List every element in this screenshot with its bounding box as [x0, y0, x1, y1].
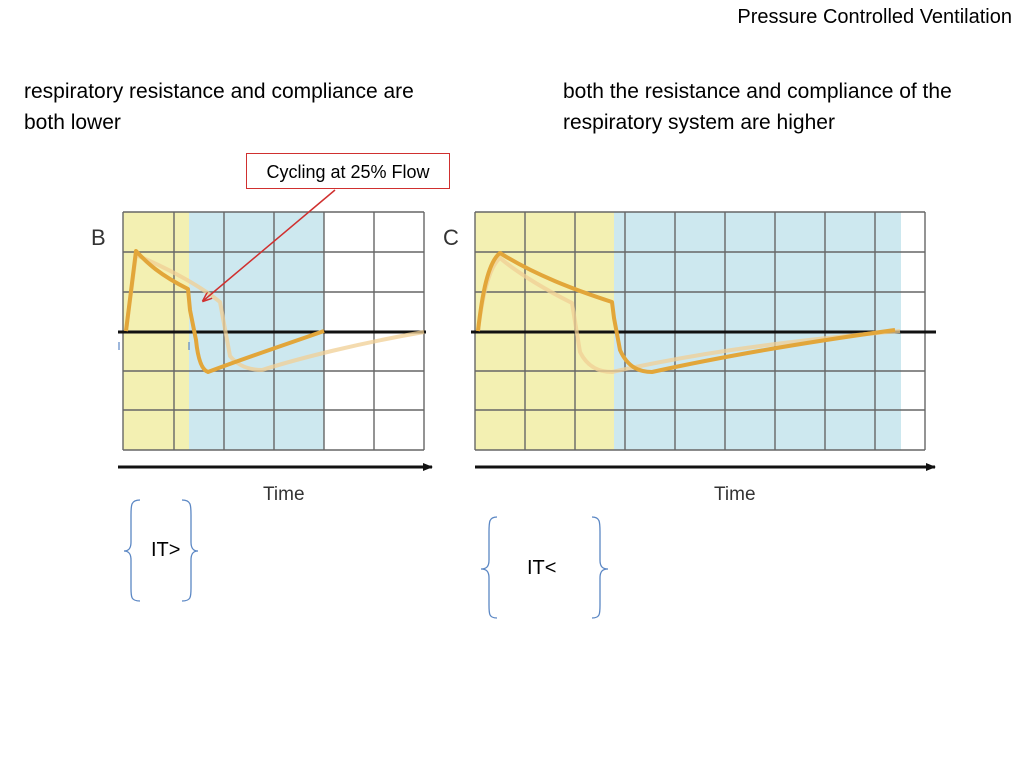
panel-b-letter: B [91, 225, 106, 250]
panel-b-flow-curve [124, 249, 325, 374]
panel-c-axis-label: Time [714, 484, 756, 505]
panel-b-axis-label: Time [263, 484, 305, 505]
cycling-callout: Cycling at 25% Flow [246, 153, 450, 189]
panel-c-reference-curve [476, 256, 901, 374]
panel-b-grid [122, 211, 425, 451]
panel-b-reference-curve [124, 253, 425, 372]
caption-right: both the resistance and compliance of th… [563, 80, 952, 134]
panel-c-letter: C [443, 225, 459, 250]
panel-c: C Time [443, 211, 936, 505]
caption-left: respiratory resistance and compliance ar… [24, 80, 414, 134]
slide-title: Pressure Controlled Ventilation [737, 6, 1012, 28]
brace-right-close-c [591, 516, 609, 619]
brace-left-open-c [480, 516, 498, 619]
panel-b: B Time [91, 211, 433, 505]
brace-left-open-b [123, 499, 141, 602]
it-less-label: IT< [527, 557, 557, 579]
it-greater-label: IT> [151, 539, 181, 561]
brace-right-close-b [181, 499, 199, 602]
callout-arrow [203, 189, 336, 301]
panel-c-flow-curve [476, 251, 896, 374]
